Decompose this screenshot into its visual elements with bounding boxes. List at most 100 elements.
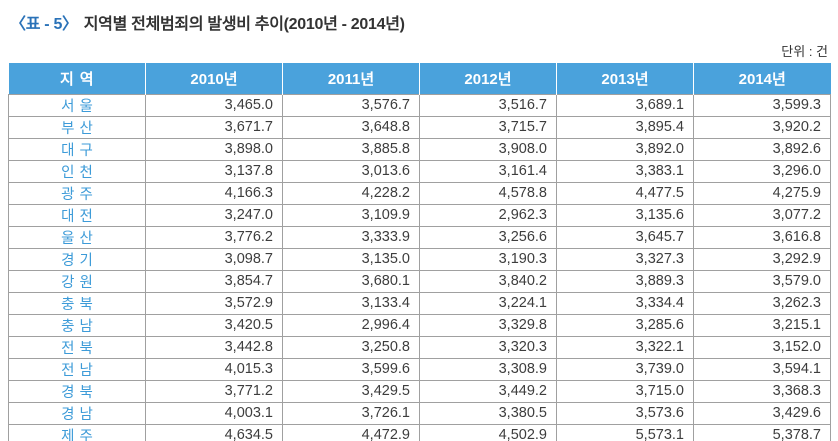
value-cell: 3,285.6: [556, 313, 694, 337]
region-cell: 광주: [8, 181, 146, 205]
table-row: 서울 3,465.0 3,576.7 3,516.7 3,689.1 3,599…: [8, 93, 831, 117]
value-cell: 3,152.0: [693, 335, 831, 359]
value-cell: 3,689.1: [556, 93, 694, 117]
value-cell: 3,645.7: [556, 225, 694, 249]
table-row: 충북 3,572.9 3,133.4 3,224.1 3,334.4 3,262…: [8, 291, 831, 315]
table-row: 경기 3,098.7 3,135.0 3,190.3 3,327.3 3,292…: [8, 247, 831, 271]
header-cell-2012: 2012년: [419, 63, 557, 94]
crime-rate-table: 지역 2010년 2011년 2012년 2013년 2014년 서울 3,46…: [8, 63, 831, 441]
value-cell: 3,920.2: [693, 115, 831, 139]
value-cell: 3,715.7: [419, 115, 557, 139]
unit-label: 단위 : 건: [781, 44, 828, 59]
value-cell: 3,771.2: [145, 379, 283, 403]
header-cell-region: 지역: [8, 63, 146, 94]
value-cell: 3,327.3: [556, 247, 694, 271]
value-cell: 3,579.0: [693, 269, 831, 293]
region-cell: 대구: [8, 137, 146, 161]
header-cell-2010: 2010년: [145, 63, 283, 94]
value-cell: 3,429.5: [282, 379, 420, 403]
header-row: 지역 2010년 2011년 2012년 2013년 2014년: [8, 63, 831, 94]
region-cell: 전남: [8, 357, 146, 381]
table-row: 전북 3,442.8 3,250.8 3,320.3 3,322.1 3,152…: [8, 335, 831, 359]
table-row: 경남 4,003.1 3,726.1 3,380.5 3,573.6 3,429…: [8, 401, 831, 425]
value-cell: 3,599.3: [693, 93, 831, 117]
value-cell: 3,250.8: [282, 335, 420, 359]
region-cell: 대전: [8, 203, 146, 227]
table-row: 부산 3,671.7 3,648.8 3,715.7 3,895.4 3,920…: [8, 115, 831, 139]
header-cell-2011: 2011년: [282, 63, 420, 94]
value-cell: 3,077.2: [693, 203, 831, 227]
value-cell: 3,465.0: [145, 93, 283, 117]
table-row: 인천 3,137.8 3,013.6 3,161.4 3,383.1 3,296…: [8, 159, 831, 183]
value-cell: 3,098.7: [145, 247, 283, 271]
table-row: 대전 3,247.0 3,109.9 2,962.3 3,135.6 3,077…: [8, 203, 831, 227]
table-number-tag: 〈표 - 5〉: [10, 16, 78, 33]
value-cell: 3,449.2: [419, 379, 557, 403]
value-cell: 3,333.9: [282, 225, 420, 249]
value-cell: 3,247.0: [145, 203, 283, 227]
value-cell: 3,135.6: [556, 203, 694, 227]
header-cell-2013: 2013년: [556, 63, 694, 94]
table-row: 강원 3,854.7 3,680.1 3,840.2 3,889.3 3,579…: [8, 269, 831, 293]
value-cell: 3,648.8: [282, 115, 420, 139]
region-cell: 경기: [8, 247, 146, 271]
table-row: 울산 3,776.2 3,333.9 3,256.6 3,645.7 3,616…: [8, 225, 831, 249]
value-cell: 3,383.1: [556, 159, 694, 183]
value-cell: 3,292.9: [693, 247, 831, 271]
value-cell: 3,898.0: [145, 137, 283, 161]
value-cell: 4,634.5: [145, 423, 283, 441]
table-header: 지역 2010년 2011년 2012년 2013년 2014년: [8, 63, 831, 94]
table-title-text: 지역별 전체범죄의 발생비 추이(2010년 - 2014년): [83, 16, 405, 33]
value-cell: 3,308.9: [419, 357, 557, 381]
table-body: 서울 3,465.0 3,576.7 3,516.7 3,689.1 3,599…: [8, 93, 831, 441]
region-cell: 전북: [8, 335, 146, 359]
value-cell: 4,275.9: [693, 181, 831, 205]
value-cell: 3,680.1: [282, 269, 420, 293]
table-row: 전남 4,015.3 3,599.6 3,308.9 3,739.0 3,594…: [8, 357, 831, 381]
value-cell: 3,296.0: [693, 159, 831, 183]
table-caption: 〈표 - 5〉 지역별 전체범죄의 발생비 추이(2010년 - 2014년): [8, 10, 830, 34]
value-cell: 3,616.8: [693, 225, 831, 249]
value-cell: 2,996.4: [282, 313, 420, 337]
value-cell: 3,135.0: [282, 247, 420, 271]
value-cell: 3,892.0: [556, 137, 694, 161]
value-cell: 3,885.8: [282, 137, 420, 161]
value-cell: 2,962.3: [419, 203, 557, 227]
region-cell: 충북: [8, 291, 146, 315]
region-cell: 제주: [8, 423, 146, 441]
value-cell: 4,502.9: [419, 423, 557, 441]
value-cell: 3,854.7: [145, 269, 283, 293]
value-cell: 3,109.9: [282, 203, 420, 227]
value-cell: 3,599.6: [282, 357, 420, 381]
table-row: 광주 4,166.3 4,228.2 4,578.8 4,477.5 4,275…: [8, 181, 831, 205]
value-cell: 3,329.8: [419, 313, 557, 337]
table-row: 경북 3,771.2 3,429.5 3,449.2 3,715.0 3,368…: [8, 379, 831, 403]
value-cell: 3,420.5: [145, 313, 283, 337]
value-cell: 3,322.1: [556, 335, 694, 359]
value-cell: 3,224.1: [419, 291, 557, 315]
value-cell: 3,262.3: [693, 291, 831, 315]
value-cell: 3,908.0: [419, 137, 557, 161]
value-cell: 4,228.2: [282, 181, 420, 205]
value-cell: 3,576.7: [282, 93, 420, 117]
value-cell: 3,137.8: [145, 159, 283, 183]
table-row: 대구 3,898.0 3,885.8 3,908.0 3,892.0 3,892…: [8, 137, 831, 161]
region-cell: 경북: [8, 379, 146, 403]
value-cell: 3,776.2: [145, 225, 283, 249]
region-cell: 강원: [8, 269, 146, 293]
value-cell: 3,739.0: [556, 357, 694, 381]
value-cell: 3,671.7: [145, 115, 283, 139]
header-cell-2014: 2014년: [693, 63, 831, 94]
value-cell: 4,472.9: [282, 423, 420, 441]
value-cell: 3,889.3: [556, 269, 694, 293]
value-cell: 3,013.6: [282, 159, 420, 183]
region-cell: 충남: [8, 313, 146, 337]
table-row: 충남 3,420.5 2,996.4 3,329.8 3,285.6 3,215…: [8, 313, 831, 337]
value-cell: 3,442.8: [145, 335, 283, 359]
value-cell: 3,429.6: [693, 401, 831, 425]
value-cell: 3,161.4: [419, 159, 557, 183]
value-cell: 3,368.3: [693, 379, 831, 403]
value-cell: 3,895.4: [556, 115, 694, 139]
value-cell: 3,256.6: [419, 225, 557, 249]
